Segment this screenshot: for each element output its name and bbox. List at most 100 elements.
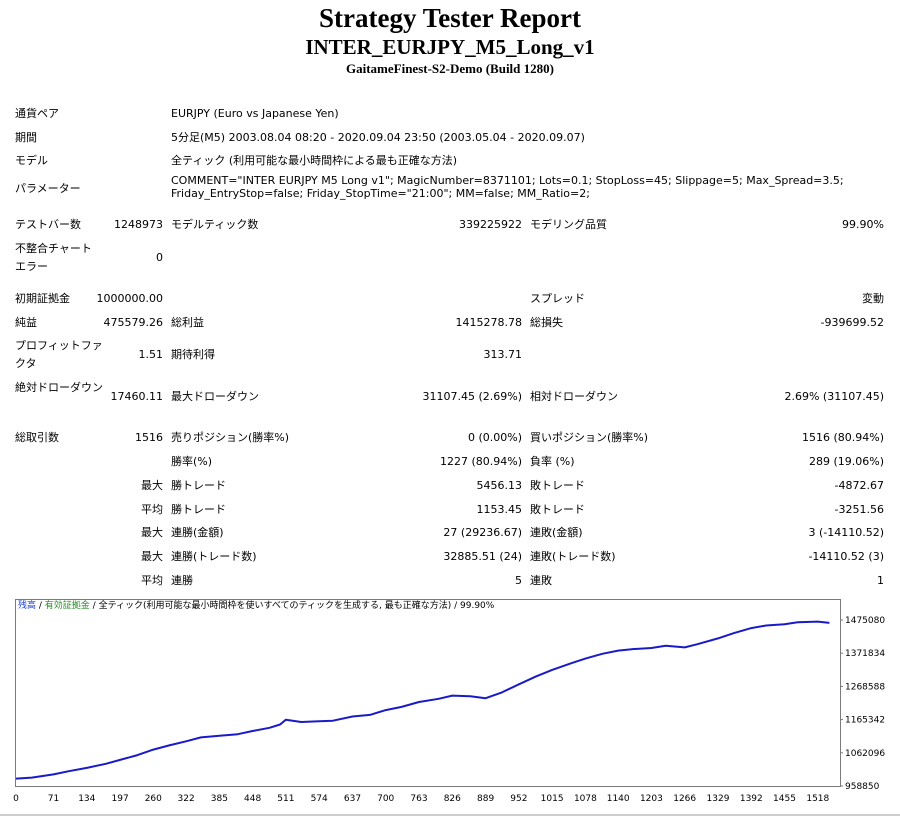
cons-loss-amt-value: 3 (-14110.52) <box>808 526 884 539</box>
short-label: 売りポジション(勝率%) <box>171 431 290 444</box>
net-value: 475579.26 <box>103 316 164 329</box>
total-trades-label: 総取引数 <box>15 431 59 444</box>
params-label: パラメーター <box>15 182 81 195</box>
gross-loss-label: 総損失 <box>530 316 563 329</box>
y-tick-label: 1062096 <box>845 749 885 759</box>
x-tick-label: 952 <box>510 794 527 804</box>
avg-cons-wins-label: 連勝 <box>171 574 193 587</box>
x-tick-label: 826 <box>444 794 461 804</box>
largest-label: 最大 <box>141 479 163 492</box>
spread-label: スプレッド <box>530 292 585 305</box>
largest-loss-value: -4872.67 <box>834 479 884 492</box>
chart-legend: 残高 / 有効証拠金 / 全ティック(利用可能な最小時間枠を使いすべてのティック… <box>18 600 494 612</box>
lossrate-label: 負率 (%) <box>530 455 575 468</box>
mismatch-value: 0 <box>156 251 163 264</box>
x-tick-label: 1015 <box>541 794 564 804</box>
rel-dd-value: 2.69% (31107.45) <box>784 390 884 403</box>
total-trades-value: 1516 <box>135 431 163 444</box>
largest-win-value: 5456.13 <box>476 479 523 492</box>
x-tick-label: 1203 <box>640 794 663 804</box>
server-name: GaitameFinest-S2-Demo (Build 1280) <box>346 61 554 76</box>
ticks-label: モデルティック数 <box>171 218 259 231</box>
x-tick-label: 0 <box>13 794 19 804</box>
max-dd-label: 最大ドローダウン <box>171 390 259 403</box>
y-tick-label: 958850 <box>845 782 880 792</box>
y-tick-label: 1371834 <box>845 649 885 659</box>
x-tick-label: 1455 <box>773 794 796 804</box>
max-cons-cnt-label: 最大 <box>141 550 163 563</box>
legend-equity: 有効証拠金 <box>44 601 90 611</box>
cons-loss-cnt-value: -14110.52 (3) <box>808 550 884 563</box>
legend-quality: 99.90% <box>460 601 495 611</box>
abs-dd-label: 絶対ドローダウン <box>15 381 103 394</box>
strategy-name: INTER_EURJPY_M5_Long_v1 <box>305 35 595 59</box>
avg-win-value: 1153.45 <box>476 503 523 516</box>
bars-label: テストバー数 <box>15 218 81 231</box>
deposit-label: 初期証拠金 <box>15 292 70 305</box>
x-tick-label: 1392 <box>740 794 763 804</box>
model-label: モデル <box>15 154 48 167</box>
spread-value: 変動 <box>862 292 884 305</box>
mismatch-label: 不整合チャートエラー <box>15 242 92 273</box>
cons-wins-amt-label: 連勝(金額) <box>171 526 224 539</box>
expected-value: 313.71 <box>483 348 523 361</box>
avg-cons-label: 平均 <box>141 574 163 587</box>
x-tick-label: 1266 <box>673 794 696 804</box>
x-tick-label: 197 <box>112 794 129 804</box>
long-label: 買いポジション(勝率%) <box>530 431 649 444</box>
y-tick-label: 1268588 <box>845 682 885 692</box>
cons-wins-cnt-label: 連勝(トレード数) <box>171 550 257 563</box>
x-tick-label: 637 <box>344 794 361 804</box>
x-tick-label: 1078 <box>574 794 597 804</box>
max-dd-value: 31107.45 (2.69%) <box>422 390 522 403</box>
short-value: 0 (0.00%) <box>467 431 522 444</box>
gross-loss-value: -939699.52 <box>820 316 884 329</box>
pair-label: 通貨ペア <box>15 107 59 120</box>
avg-cons-loss-label: 連敗 <box>530 574 552 587</box>
quality-label: モデリング品質 <box>530 218 607 231</box>
bars-value: 1248973 <box>114 218 163 231</box>
gross-profit-value: 1415278.78 <box>455 316 522 329</box>
y-tick-label: 1165342 <box>845 716 885 726</box>
params-value-1: COMMENT="INTER EURJPY M5 Long v1"; Magic… <box>171 174 844 187</box>
x-tick-label: 1140 <box>607 794 630 804</box>
lossrate-value: 289 (19.06%) <box>808 455 884 468</box>
quality-value: 99.90% <box>842 218 884 231</box>
winrate-value: 1227 (80.94%) <box>439 455 522 468</box>
x-tick-label: 322 <box>178 794 195 804</box>
long-value: 1516 (80.94%) <box>801 431 884 444</box>
x-tick-label: 260 <box>145 794 162 804</box>
cons-wins-amt-value: 27 (29236.67) <box>443 526 522 539</box>
avg-loss-value: -3251.56 <box>834 503 884 516</box>
series-line-0 <box>15 620 830 780</box>
x-tick-label: 1518 <box>806 794 829 804</box>
pf-label: プロフィットファクタ <box>15 339 103 370</box>
cons-wins-cnt-value: 32885.51 (24) <box>443 550 522 563</box>
report-title: Strategy Tester Report <box>319 3 581 33</box>
x-tick-label: 574 <box>311 794 328 804</box>
x-tick-label: 889 <box>477 794 494 804</box>
expected-label: 期待利得 <box>171 348 215 361</box>
average-label: 平均 <box>141 503 163 516</box>
balance-chart <box>15 599 841 787</box>
x-tick-label: 763 <box>410 794 427 804</box>
largest-loss-label: 敗トレード <box>530 479 585 492</box>
avg-win-label: 勝トレード <box>171 503 226 516</box>
legend-sep-1: / <box>36 601 45 611</box>
params-value-2: Friday_EntryStop=false; Friday_StopTime=… <box>171 187 590 200</box>
avg-cons-wins-value: 5 <box>515 574 522 587</box>
period-value: 5分足(M5) 2003.08.04 08:20 - 2020.09.04 23… <box>171 131 585 144</box>
cons-loss-amt-label: 連敗(金額) <box>530 526 583 539</box>
pf-value: 1.51 <box>138 348 164 361</box>
ticks-value: 339225922 <box>459 218 522 231</box>
pair-value: EURJPY (Euro vs Japanese Yen) <box>171 107 339 120</box>
x-tick-label: 71 <box>48 794 59 804</box>
x-tick-label: 448 <box>244 794 261 804</box>
legend-balance: 残高 <box>18 601 37 611</box>
rel-dd-label: 相対ドローダウン <box>530 390 618 403</box>
winrate-label: 勝率(%) <box>171 455 213 468</box>
abs-dd-value: 17460.11 <box>110 390 164 403</box>
legend-sep-2: / <box>89 601 99 611</box>
gross-profit-label: 総利益 <box>171 316 204 329</box>
